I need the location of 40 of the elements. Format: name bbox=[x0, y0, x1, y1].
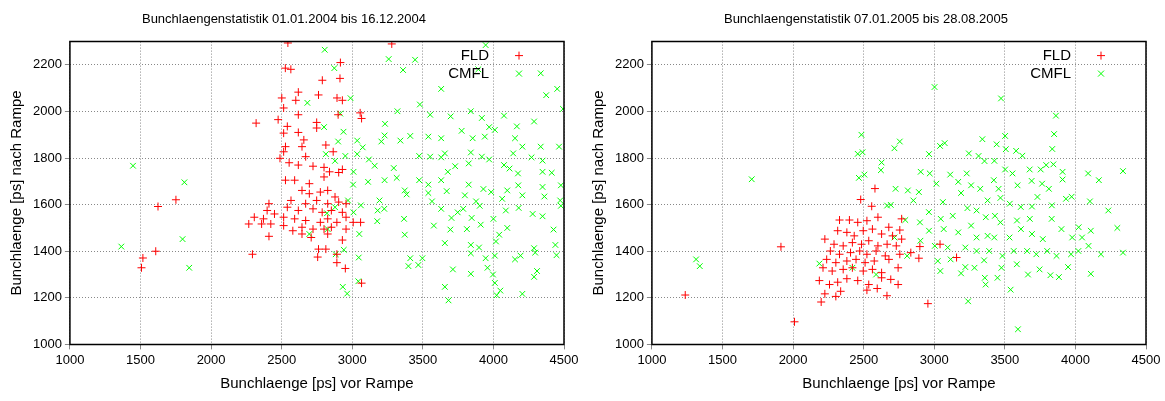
y-tick-label: 1000 bbox=[33, 335, 62, 351]
x-tick-label: 1500 bbox=[708, 351, 737, 367]
y-tick-label: 1600 bbox=[33, 196, 62, 212]
y-tick-label: 2200 bbox=[33, 56, 62, 72]
y-axis-title: Bunchlaenge [ps] nach Rampe bbox=[7, 90, 25, 296]
x-axis-title: Bunchlaenge [ps] vor Rampe bbox=[220, 374, 414, 392]
x-tick-label: 4500 bbox=[549, 351, 579, 367]
x-tick-label: 1000 bbox=[55, 351, 85, 367]
x-tick-label: 3500 bbox=[408, 351, 438, 367]
legend-label: FLD bbox=[460, 45, 490, 63]
x-tick-label: 4000 bbox=[478, 351, 508, 367]
y-tick-label: 1200 bbox=[33, 289, 62, 305]
x-tick-label: 4500 bbox=[1131, 351, 1161, 367]
x-tick-label: 3000 bbox=[919, 351, 949, 367]
chart-title: Bunchlaengenstatistik 01.01.2004 bis 16.12.2004 bbox=[141, 11, 427, 27]
y-tick-label: 2000 bbox=[615, 103, 644, 119]
x-tick-label: 1000 bbox=[637, 351, 667, 367]
y-tick-label: 2200 bbox=[615, 56, 644, 72]
y-tick-label: 1800 bbox=[33, 149, 62, 165]
x-axis-title: Bunchlaenge [ps] vor Rampe bbox=[802, 374, 996, 392]
x-tick-label: 2500 bbox=[849, 351, 879, 367]
y-tick-label: 2000 bbox=[33, 103, 62, 119]
y-tick-label: 1400 bbox=[33, 242, 62, 258]
x-tick-label: 3000 bbox=[337, 351, 367, 367]
y-axis-title: Bunchlaenge [ps] nach Rampe bbox=[589, 90, 607, 296]
x-tick-label: 3500 bbox=[990, 351, 1020, 367]
y-tick-label: 1200 bbox=[615, 289, 644, 305]
x-tick-label: 1500 bbox=[126, 351, 155, 367]
legend-label: CMFL bbox=[1030, 63, 1071, 81]
y-tick-label: 1000 bbox=[615, 335, 644, 351]
x-tick-label: 2000 bbox=[778, 351, 808, 367]
legend-label: CMFL bbox=[448, 63, 489, 81]
y-tick-label: 1600 bbox=[615, 196, 644, 212]
legend-label: FLD bbox=[1042, 45, 1072, 63]
x-tick-label: 2000 bbox=[196, 351, 226, 367]
x-tick-label: 2500 bbox=[267, 351, 297, 367]
x-tick-label: 4000 bbox=[1060, 351, 1090, 367]
y-tick-label: 1800 bbox=[615, 149, 644, 165]
y-tick-label: 1400 bbox=[615, 242, 644, 258]
chart-title: Bunchlaengenstatistik 07.01.2005 bis 28.08.2005 bbox=[723, 11, 1009, 27]
